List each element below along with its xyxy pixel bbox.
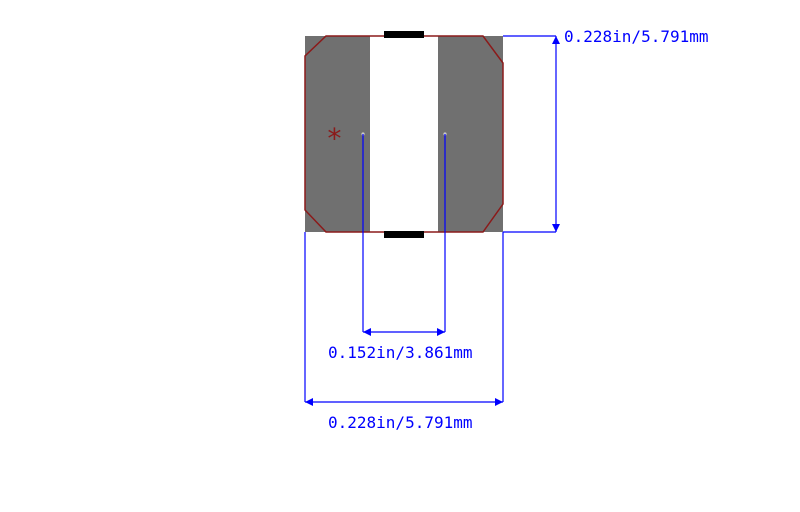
dimension-height-label: 0.228in/5.791mm — [564, 27, 709, 46]
component-channel — [370, 36, 438, 232]
dimension-width-label: 0.228in/5.791mm — [328, 413, 473, 432]
dimension-pitch-label: 0.152in/3.861mm — [328, 343, 473, 362]
pad-top — [384, 31, 424, 38]
pad-bottom — [384, 231, 424, 238]
drawing-canvas: * 0.228in/5.791mm 0.152in/3.861mm 0.228i… — [0, 0, 800, 512]
polarity-star-icon: * — [326, 122, 343, 155]
dimension-height: 0.228in/5.791mm — [503, 27, 709, 232]
